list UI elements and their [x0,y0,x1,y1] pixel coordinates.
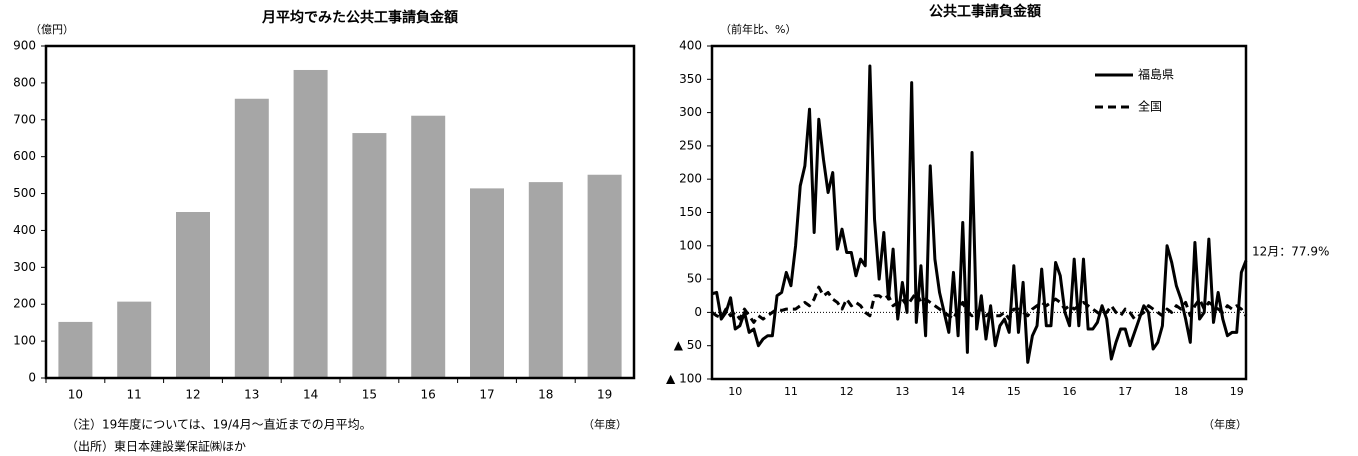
y-tick-label: ▲ 50 [674,338,702,352]
x-tick-label: 15 [1007,385,1021,398]
bar [411,115,446,378]
y-tick-label: 500 [13,186,36,200]
x-axis-label: （年度） [583,417,627,431]
y-tick-label: 0 [28,371,36,385]
y-tick-label: 100 [13,334,36,348]
y-axis-unit: （前年比、%） [720,22,796,36]
x-tick-label: 19 [597,388,612,402]
bar [587,174,622,378]
x-tick-label: 11 [784,385,798,398]
y-tick-label: 400 [13,223,36,237]
y-tick-label: 200 [679,172,702,186]
y-tick-label: 800 [13,75,36,89]
y-tick-label: 350 [679,72,702,86]
x-tick-label: 10 [728,385,742,398]
note: （出所）東日本建設業保証㈱ほか [66,439,246,454]
x-tick-label: 12 [185,388,200,402]
y-tick-label: 700 [13,112,36,126]
bar [58,321,93,378]
y-tick-label: 400 [679,39,702,53]
bar [528,182,563,378]
y-tick-label: 0 [694,305,702,319]
plot-frame [44,44,636,380]
bar [176,212,210,378]
y-tick-label: ▲ 100 [666,372,702,386]
annotation: 12月：77.9% [1252,245,1329,259]
y-tick-label: 300 [13,260,36,274]
y-axis-unit: （億円） [30,23,74,36]
x-axis-label: （年度） [1203,417,1247,431]
x-tick-label: 14 [951,385,965,398]
y-tick-label: 100 [679,238,702,252]
bar [117,301,152,378]
y-tick-label: 50 [687,272,702,286]
x-tick-label: 19 [1230,385,1244,398]
legend-label: 全国 [1138,99,1162,114]
line-series [711,64,1248,364]
y-tick-label: 150 [679,205,702,219]
bar [293,69,328,378]
x-tick-label: 16 [1063,385,1077,398]
x-tick-label: 13 [895,385,909,398]
x-tick-label: 15 [362,388,377,402]
bar [352,133,387,378]
line-series [711,285,1248,324]
x-tick-label: 17 [1118,385,1132,398]
x-tick-label: 11 [127,388,142,402]
x-tick-label: 17 [479,388,494,402]
legend-label: 福島県 [1138,67,1174,82]
x-tick-label: 18 [538,388,553,402]
y-tick-label: 250 [679,138,702,152]
y-tick-label: 900 [13,39,36,53]
note: （注）19年度については、19/4月～直近までの月平均。 [66,417,372,432]
x-tick-label: 18 [1174,385,1188,398]
x-tick-label: 14 [303,388,318,402]
x-tick-label: 10 [68,388,83,402]
plot-frame [710,44,1248,381]
chart-title: 公共工事請負金額 [929,3,1041,20]
y-tick-label: 300 [679,105,702,119]
x-tick-label: 13 [244,388,259,402]
x-tick-label: 16 [421,388,436,402]
y-tick-label: 200 [13,297,36,311]
bar [470,188,504,378]
x-tick-label: 12 [840,385,854,398]
y-tick-label: 600 [13,149,36,163]
chart-title: 月平均でみた公共工事請負金額 [261,9,458,26]
bar [234,98,269,379]
